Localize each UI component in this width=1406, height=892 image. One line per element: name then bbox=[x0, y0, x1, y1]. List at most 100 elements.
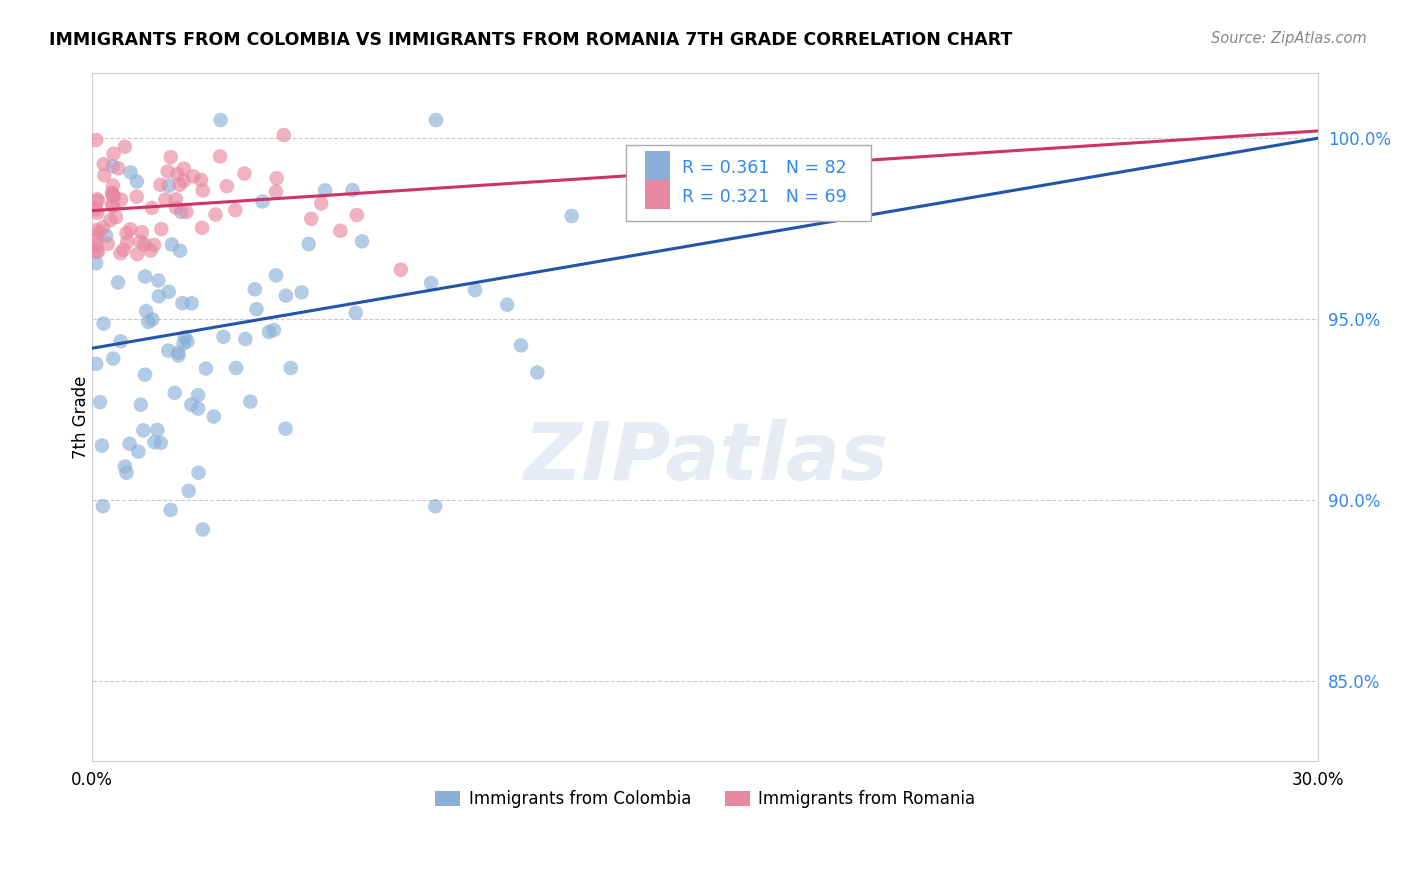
Point bbox=[110, 193, 132, 207]
Point bbox=[181, 169, 204, 184]
Point bbox=[169, 244, 191, 258]
Point bbox=[148, 289, 170, 303]
Point bbox=[298, 237, 321, 252]
Point bbox=[187, 401, 209, 416]
Point bbox=[141, 201, 163, 215]
Point bbox=[215, 179, 238, 194]
Point bbox=[139, 244, 162, 258]
Text: ZIPatlas: ZIPatlas bbox=[523, 419, 887, 498]
Point bbox=[146, 423, 169, 437]
Point bbox=[114, 140, 136, 154]
Point bbox=[273, 128, 295, 142]
Bar bbox=[626, 145, 870, 221]
Point bbox=[263, 323, 285, 337]
Point bbox=[176, 334, 198, 349]
Point bbox=[209, 149, 232, 163]
Point bbox=[107, 276, 129, 290]
Point bbox=[425, 113, 447, 128]
Point bbox=[84, 223, 107, 237]
Point bbox=[309, 196, 332, 211]
Point bbox=[257, 325, 280, 339]
Point bbox=[191, 183, 214, 197]
Point bbox=[110, 246, 132, 260]
Point bbox=[167, 345, 190, 359]
Point bbox=[150, 222, 173, 236]
Point bbox=[143, 435, 166, 450]
Point bbox=[314, 183, 336, 197]
Point bbox=[120, 165, 142, 179]
Point bbox=[87, 194, 110, 208]
Point bbox=[350, 235, 373, 249]
Bar bbox=[645, 180, 669, 209]
Point bbox=[125, 189, 148, 203]
Point bbox=[420, 276, 443, 290]
Point bbox=[169, 178, 191, 192]
Point bbox=[93, 317, 115, 331]
Point bbox=[135, 304, 157, 318]
Point bbox=[264, 268, 287, 283]
Point bbox=[157, 285, 180, 299]
Point bbox=[209, 113, 232, 128]
Point bbox=[173, 336, 195, 351]
Point bbox=[136, 315, 159, 329]
Point bbox=[84, 237, 107, 252]
Point bbox=[170, 204, 193, 219]
Point bbox=[165, 192, 187, 206]
Point bbox=[89, 395, 111, 409]
Y-axis label: 7th Grade: 7th Grade bbox=[72, 376, 90, 458]
Point bbox=[90, 439, 112, 453]
Point bbox=[103, 189, 125, 203]
Point bbox=[389, 262, 412, 277]
Point bbox=[245, 302, 267, 317]
Point bbox=[157, 343, 180, 358]
Point bbox=[148, 273, 170, 287]
Point bbox=[134, 237, 156, 252]
Text: Source: ZipAtlas.com: Source: ZipAtlas.com bbox=[1211, 31, 1367, 46]
Point bbox=[101, 178, 124, 193]
Point bbox=[239, 394, 262, 409]
Point bbox=[233, 167, 256, 181]
Text: IMMIGRANTS FROM COLOMBIA VS IMMIGRANTS FROM ROMANIA 7TH GRADE CORRELATION CHART: IMMIGRANTS FROM COLOMBIA VS IMMIGRANTS F… bbox=[49, 31, 1012, 49]
Point bbox=[290, 285, 312, 300]
Point bbox=[225, 361, 247, 376]
Point bbox=[212, 330, 235, 344]
Point bbox=[180, 398, 202, 412]
Point bbox=[112, 243, 135, 257]
Point bbox=[173, 174, 195, 188]
Point bbox=[274, 422, 297, 436]
Point bbox=[97, 236, 120, 251]
Point bbox=[176, 205, 198, 219]
Point bbox=[159, 150, 181, 164]
Bar bbox=[645, 152, 669, 179]
Point bbox=[132, 423, 155, 437]
Point bbox=[177, 483, 200, 498]
Point bbox=[425, 500, 447, 514]
Point bbox=[91, 220, 114, 235]
Legend: Immigrants from Colombia, Immigrants from Romania: Immigrants from Colombia, Immigrants fro… bbox=[429, 783, 981, 814]
Point bbox=[155, 193, 177, 207]
Point bbox=[125, 174, 148, 188]
Point bbox=[627, 201, 650, 215]
Text: R = 0.321   N = 69: R = 0.321 N = 69 bbox=[682, 188, 846, 206]
Point bbox=[101, 186, 124, 200]
Point bbox=[346, 208, 368, 222]
Point bbox=[84, 202, 107, 217]
Point bbox=[98, 213, 121, 227]
Point bbox=[167, 348, 190, 362]
Point bbox=[103, 351, 125, 366]
Point bbox=[101, 199, 124, 213]
Point bbox=[114, 459, 136, 474]
Point bbox=[159, 503, 181, 517]
Point bbox=[174, 330, 197, 344]
Point bbox=[160, 237, 183, 252]
Point bbox=[103, 146, 125, 161]
Point bbox=[191, 523, 214, 537]
Point bbox=[149, 178, 172, 192]
Point bbox=[84, 357, 107, 371]
Point bbox=[110, 334, 132, 349]
Point bbox=[342, 183, 364, 197]
Point bbox=[224, 203, 246, 218]
Point bbox=[165, 201, 187, 215]
Point bbox=[163, 385, 186, 400]
Point bbox=[87, 244, 110, 259]
